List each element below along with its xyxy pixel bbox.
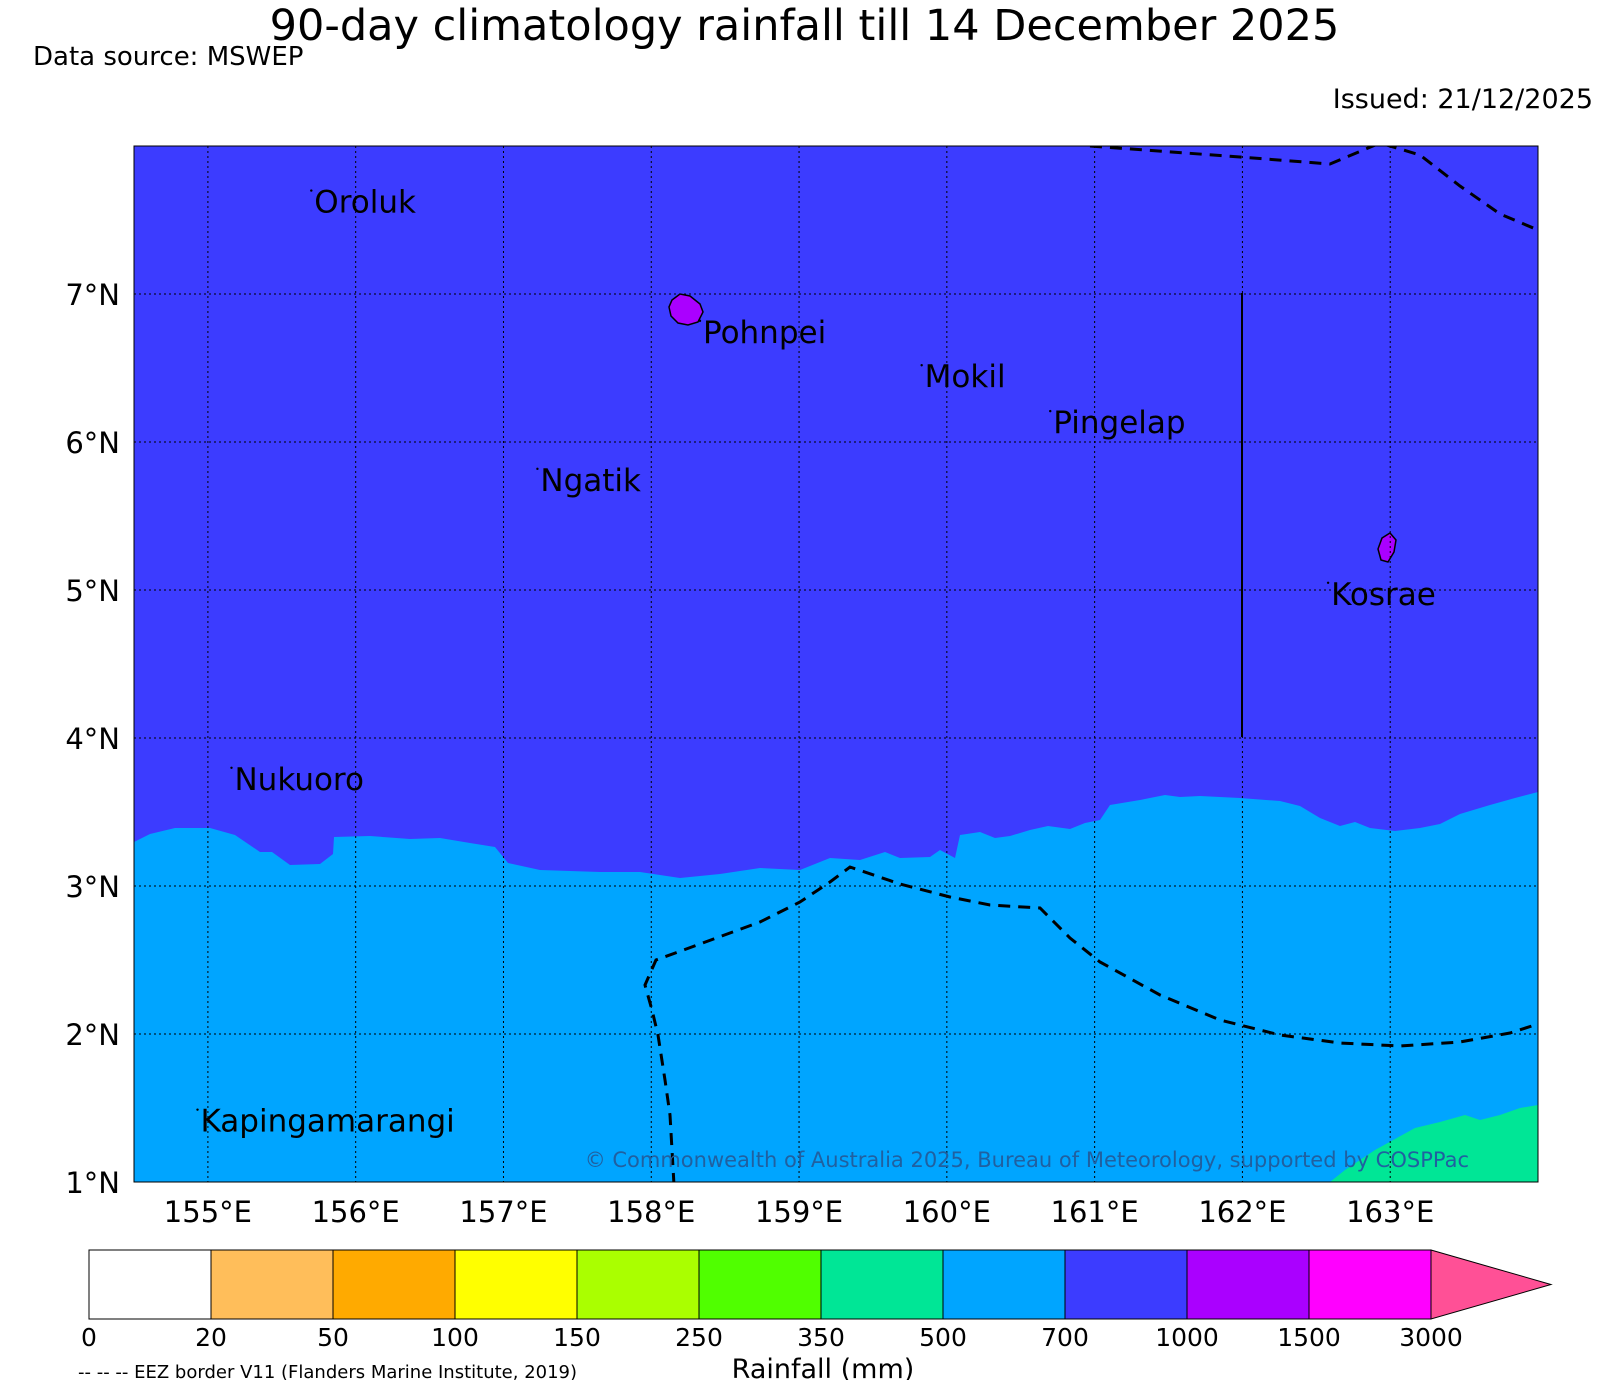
island-label: Ngatik	[540, 463, 641, 499]
latitude-label: 7°N	[65, 278, 120, 312]
island-marker	[230, 767, 232, 769]
longitude-label: 162°E	[1198, 1195, 1286, 1229]
colorbar-segment	[1309, 1250, 1431, 1319]
island-label: Kosrae	[1331, 577, 1436, 613]
island-label: Oroluk	[314, 185, 416, 221]
colorbar-tick-label: 50	[317, 1323, 349, 1352]
island-marker	[196, 1108, 198, 1110]
longitude-label: 156°E	[312, 1195, 400, 1229]
longitude-label: 157°E	[459, 1195, 547, 1229]
colorbar-segment	[333, 1250, 455, 1319]
colorbar-segment	[211, 1250, 333, 1319]
eez-footnote: -- -- -- EEZ border V11 (Flanders Marine…	[78, 1362, 577, 1380]
longitude-label: 163°E	[1346, 1195, 1434, 1229]
latitude-label: 2°N	[65, 1018, 120, 1052]
colorbar-segment	[577, 1250, 699, 1319]
colorbar-tick-label: 3000	[1399, 1323, 1463, 1352]
colorbar-extend-arrow	[1431, 1250, 1551, 1319]
colorbar-tick-label: 500	[919, 1323, 967, 1352]
colorbar-segment	[821, 1250, 943, 1319]
colorbar-tick-label: 1500	[1277, 1323, 1341, 1352]
colorbar-label: Rainfall (mm)	[732, 1354, 915, 1380]
island-label: Pingelap	[1053, 405, 1185, 441]
colorbar-tick-label: 700	[1041, 1323, 1089, 1352]
latitude-label: 1°N	[65, 1166, 120, 1200]
island-marker	[310, 189, 312, 191]
colorbar-segment	[943, 1250, 1065, 1319]
longitude-label: 159°E	[755, 1195, 843, 1229]
colorbar-segment	[89, 1250, 211, 1319]
colorbar-segment	[699, 1250, 821, 1319]
colorbar-segment	[1187, 1250, 1309, 1319]
colorbar-tick-label: 150	[553, 1323, 601, 1352]
island-label: Mokil	[925, 359, 1006, 395]
colorbar-segment	[1065, 1250, 1187, 1319]
longitude-label: 155°E	[164, 1195, 252, 1229]
latitude-label: 5°N	[65, 574, 120, 608]
island-marker	[536, 468, 538, 470]
island-label: Pohnpei	[703, 315, 826, 351]
colorbar-tick-label: 250	[675, 1323, 723, 1352]
island-label: Nukuoro	[234, 762, 363, 798]
colorbar-tick-label: 350	[797, 1323, 845, 1352]
island-label: Kapingamarangi	[201, 1104, 455, 1140]
latitude-label: 4°N	[65, 722, 120, 756]
longitude-label: 158°E	[607, 1195, 695, 1229]
colorbar-segment	[455, 1250, 577, 1319]
colorbar-tick-label: 100	[431, 1323, 479, 1352]
island-marker	[699, 320, 701, 322]
colorbar-tick-label: 0	[81, 1323, 97, 1352]
island-marker	[920, 364, 922, 366]
colorbar-tick-label: 1000	[1155, 1323, 1219, 1352]
longitude-label: 161°E	[1051, 1195, 1139, 1229]
island-marker	[1049, 410, 1051, 412]
copyright-notice: © Commonwealth of Australia 2025, Bureau…	[585, 1148, 1469, 1172]
latitude-label: 6°N	[65, 426, 120, 460]
longitude-label: 160°E	[903, 1195, 991, 1229]
colorbar-tick-label: 20	[195, 1323, 227, 1352]
colorbar: 0 20 50 100 150 250 350 500 700 1000 1500 3000	[81, 1250, 1551, 1352]
latitude-label: 3°N	[65, 870, 120, 904]
island-marker	[1327, 582, 1329, 584]
